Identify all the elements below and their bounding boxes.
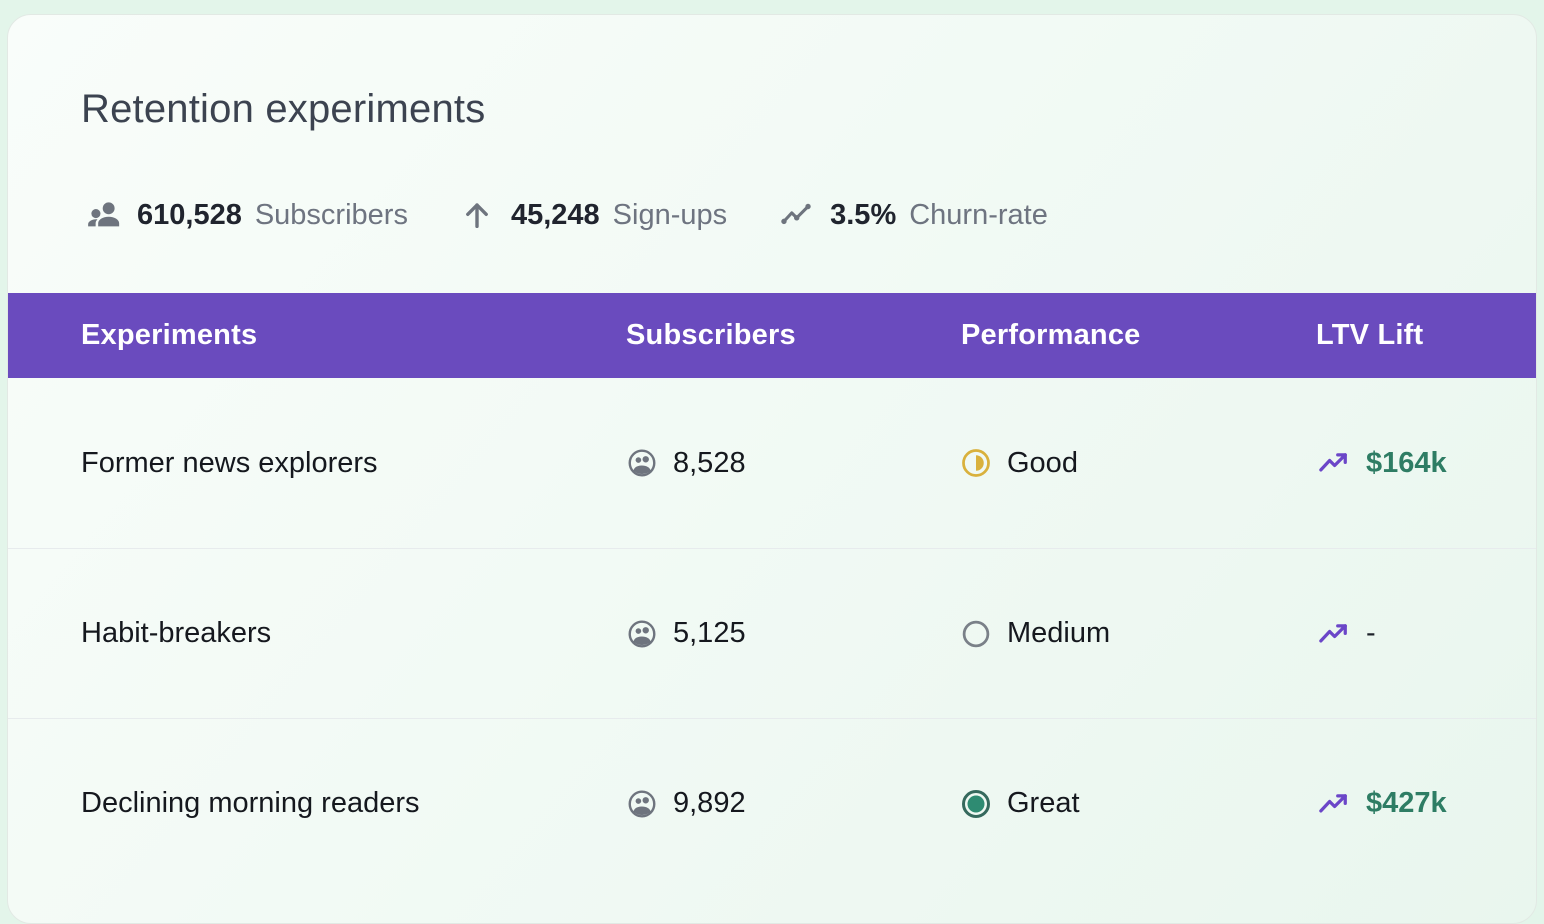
column-header-experiments: Experiments bbox=[81, 319, 258, 351]
ltv-value: $164k bbox=[1366, 446, 1447, 479]
ltv-cell: - bbox=[1316, 617, 1506, 650]
signups-count: 45,248 bbox=[510, 198, 600, 231]
subscribers-label: Subscribers bbox=[254, 198, 408, 231]
empty-circle-icon bbox=[961, 619, 991, 649]
churn-rate-label: Churn-rate bbox=[909, 198, 1048, 231]
performance-cell: Great bbox=[961, 787, 1316, 820]
table-row[interactable]: Declining morning readers 9,892 bbox=[8, 718, 1536, 888]
ltv-value: - bbox=[1366, 617, 1376, 649]
table-row[interactable]: Former news explorers 8,528 G bbox=[8, 378, 1536, 548]
trending-up-icon bbox=[1316, 619, 1352, 649]
column-header-performance: Performance bbox=[961, 319, 1141, 351]
arrow-up-icon bbox=[460, 198, 494, 232]
filled-circle-icon bbox=[961, 789, 991, 819]
experiment-name: Former news explorers bbox=[81, 446, 378, 479]
subscribers-circle-icon bbox=[626, 618, 658, 650]
subscribers-circle-icon bbox=[626, 788, 658, 820]
performance-label: Good bbox=[1007, 446, 1078, 479]
half-filled-circle-icon bbox=[961, 448, 991, 478]
stat-signups: 45,248 Sign-ups bbox=[460, 198, 727, 232]
performance-cell: Good bbox=[961, 447, 1316, 480]
performance-label: Medium bbox=[1007, 617, 1111, 649]
trend-line-icon bbox=[779, 198, 813, 232]
subscribers-cell: 9,892 bbox=[626, 787, 961, 820]
column-header-ltv-lift: LTV Lift bbox=[1316, 319, 1424, 351]
subscribers-cell: 5,125 bbox=[626, 617, 961, 650]
table-row[interactable]: Habit-breakers 5,125 Medium bbox=[8, 548, 1536, 718]
users-icon bbox=[86, 198, 120, 232]
ltv-cell: $427k bbox=[1316, 787, 1506, 820]
subscribers-circle-icon bbox=[626, 447, 658, 479]
trending-up-icon bbox=[1316, 789, 1352, 819]
subscribers-value: 9,892 bbox=[673, 787, 746, 819]
ltv-value: $427k bbox=[1366, 787, 1447, 819]
performance-label: Great bbox=[1007, 787, 1080, 819]
signups-label: Sign-ups bbox=[612, 198, 728, 231]
page-title: Retention experiments bbox=[81, 87, 486, 131]
ltv-cell: $164k bbox=[1316, 447, 1506, 480]
retention-experiments-card: Retention experiments 610,528 Subscriber… bbox=[7, 14, 1537, 924]
experiment-name: Habit-breakers bbox=[81, 617, 272, 649]
subscribers-cell: 8,528 bbox=[626, 447, 961, 480]
subscribers-value: 5,125 bbox=[673, 617, 746, 649]
table-header: Experiments Subscribers Performance LTV … bbox=[8, 293, 1536, 378]
performance-cell: Medium bbox=[961, 617, 1316, 650]
column-header-subscribers: Subscribers bbox=[626, 319, 796, 351]
stats-row: 610,528 Subscribers 45,248 Sign-ups bbox=[86, 195, 1536, 235]
stat-subscribers: 610,528 Subscribers bbox=[86, 198, 408, 232]
stat-churn: 3.5% Churn-rate bbox=[779, 198, 1048, 232]
experiment-name: Declining morning readers bbox=[81, 787, 420, 819]
subscribers-value: 8,528 bbox=[673, 446, 746, 479]
subscribers-count: 610,528 bbox=[137, 198, 242, 231]
churn-rate-value: 3.5% bbox=[830, 198, 897, 231]
trending-up-icon bbox=[1316, 448, 1352, 478]
table-body: Former news explorers 8,528 G bbox=[8, 378, 1536, 888]
